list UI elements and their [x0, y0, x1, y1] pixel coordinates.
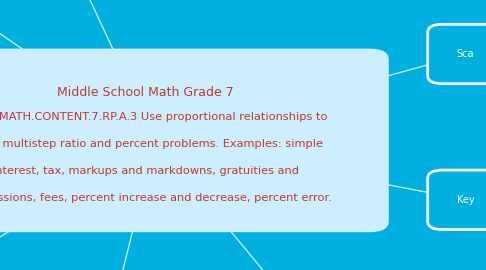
Text: Sca: Sca	[457, 49, 474, 59]
Text: Middle School Math Grade 7: Middle School Math Grade 7	[57, 86, 234, 99]
Text: interest, tax, markups and markdowns, gratuities and: interest, tax, markups and markdowns, gr…	[0, 166, 299, 176]
Text: commissions, fees, percent increase and decrease, percent error.: commissions, fees, percent increase and …	[0, 193, 332, 203]
Text: CCSS.MATH.CONTENT.7.RP.A.3 Use proportional relationships to: CCSS.MATH.CONTENT.7.RP.A.3 Use proportio…	[0, 112, 327, 122]
Text: solve multistep ratio and percent problems. Examples: simple: solve multistep ratio and percent proble…	[0, 139, 323, 149]
FancyBboxPatch shape	[428, 170, 486, 230]
FancyBboxPatch shape	[0, 49, 389, 232]
Text: Key: Key	[457, 195, 474, 205]
FancyBboxPatch shape	[428, 24, 486, 84]
